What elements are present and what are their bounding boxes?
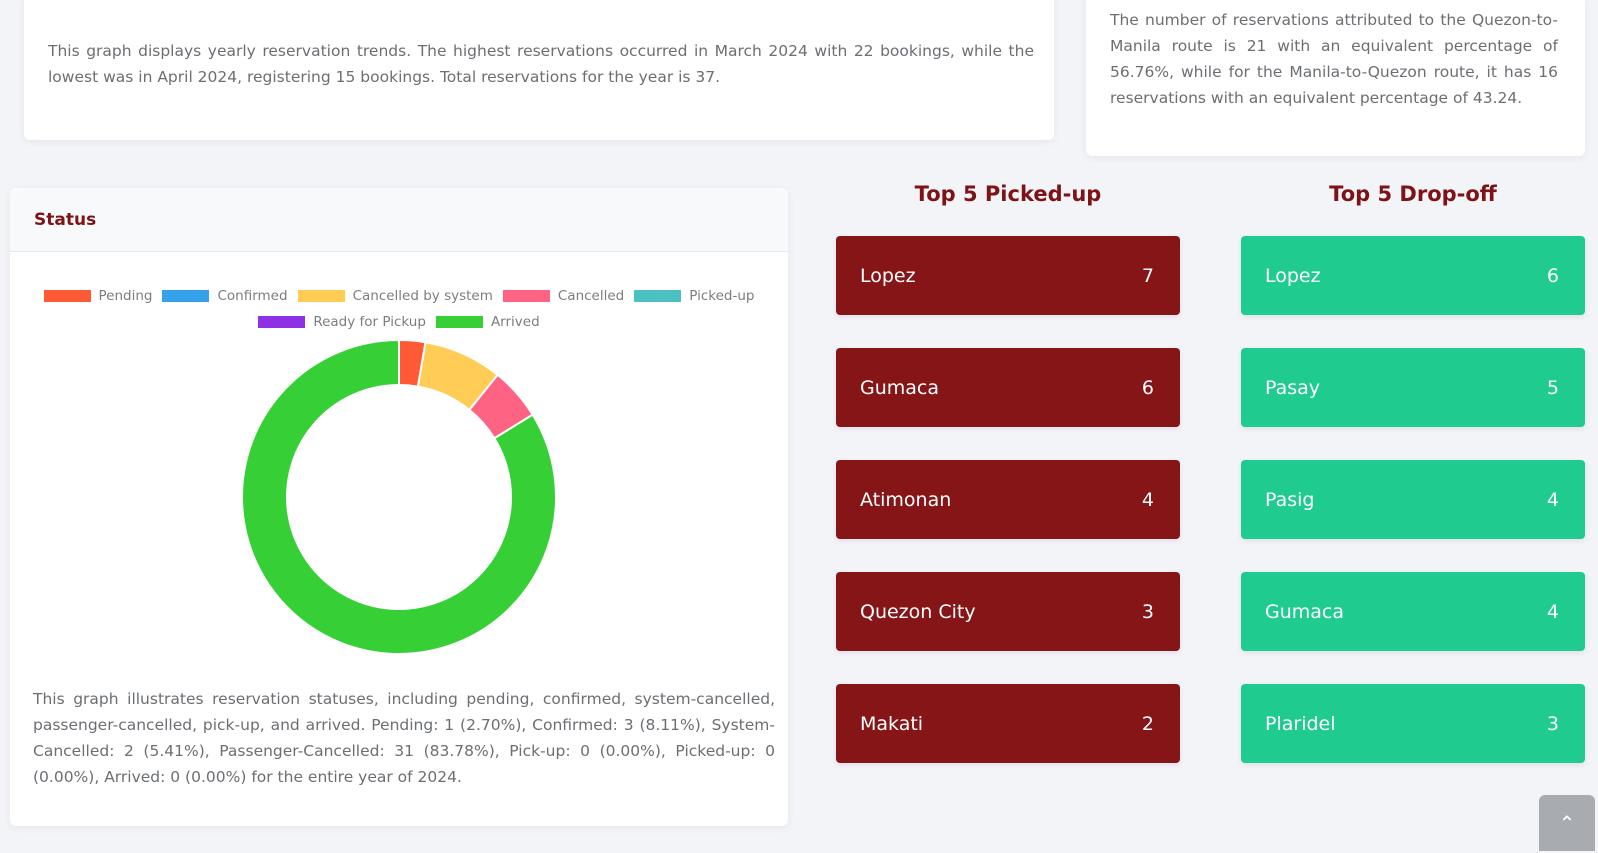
pickup-card-gumaca[interactable]: Gumaca 6 [836, 348, 1180, 427]
location-count: 4 [1546, 488, 1559, 511]
legend-swatch [43, 290, 91, 302]
route-card: The number of reservations attributed to… [1086, 0, 1585, 156]
donut-slice-arrived[interactable] [241, 338, 557, 655]
legend-item-cancelled[interactable]: Cancelled [502, 287, 625, 305]
legend-item-arrived[interactable]: Arrived [435, 313, 540, 331]
legend-item-cancelled-by-system[interactable]: Cancelled by system [297, 287, 493, 305]
location-name: Pasay [1265, 376, 1321, 399]
legend-label: Arrived [490, 314, 540, 330]
location-name: Gumaca [860, 376, 940, 399]
top-pickup-title: Top 5 Picked-up [914, 182, 1102, 206]
yearly-trend-description: This graph displays yearly reservation t… [48, 42, 1034, 86]
top-dropoff-title: Top 5 Drop-off [1329, 182, 1497, 206]
status-card: Status Pending Confirmed Cancelled by sy… [10, 188, 788, 826]
status-card-header: Status [10, 188, 788, 252]
location-name: Gumaca [1265, 600, 1345, 623]
location-name: Plaridel [1265, 712, 1336, 735]
legend-label: Cancelled [557, 288, 625, 304]
location-name: Lopez [1265, 264, 1321, 287]
status-title: Status [34, 209, 97, 230]
location-count: 4 [1546, 600, 1559, 623]
dropoff-card-lopez[interactable]: Lopez 6 [1241, 236, 1585, 315]
legend-label: Cancelled by system [352, 288, 493, 304]
legend-item-pending[interactable]: Pending [43, 287, 153, 305]
location-count: 3 [1141, 600, 1154, 623]
legend-swatch [502, 290, 550, 302]
location-count: 7 [1141, 264, 1154, 287]
legend-label: Confirmed [217, 288, 288, 304]
pickup-card-quezon-city[interactable]: Quezon City 3 [836, 572, 1180, 651]
back-to-top-button[interactable]: ⌃ [1539, 795, 1595, 851]
location-name: Makati [860, 712, 924, 735]
dropoff-card-gumaca[interactable]: Gumaca 4 [1241, 572, 1585, 651]
legend-item-ready-for-pickup[interactable]: Ready for Pickup [258, 313, 426, 331]
pickup-card-makati[interactable]: Makati 2 [836, 684, 1180, 763]
yearly-trend-card: This graph displays yearly reservation t… [24, 0, 1054, 140]
status-donut-chart[interactable] [240, 338, 558, 656]
location-name: Lopez [860, 264, 916, 287]
location-name: Quezon City [860, 600, 976, 623]
dropoff-card-pasay[interactable]: Pasay 5 [1241, 348, 1585, 427]
location-count: 4 [1141, 488, 1154, 511]
pickup-card-atimonan[interactable]: Atimonan 4 [836, 460, 1180, 539]
legend-swatch [435, 316, 483, 328]
legend-label: Pending [98, 288, 153, 304]
status-description: This graph illustrates reservation statu… [33, 690, 775, 786]
location-name: Atimonan [860, 488, 952, 511]
chart-legend: Pending Confirmed Cancelled by system Ca… [22, 287, 776, 331]
chevron-up-icon: ⌃ [1558, 811, 1576, 835]
route-description: The number of reservations attributed to… [1110, 11, 1558, 107]
location-count: 5 [1546, 376, 1559, 399]
location-count: 2 [1141, 712, 1154, 735]
legend-swatch [297, 290, 345, 302]
legend-swatch [258, 316, 306, 328]
legend-swatch [634, 290, 682, 302]
dropoff-card-pasig[interactable]: Pasig 4 [1241, 460, 1585, 539]
legend-label: Ready for Pickup [313, 314, 426, 330]
location-count: 3 [1546, 712, 1559, 735]
legend-label: Picked-up [689, 288, 755, 304]
location-count: 6 [1546, 264, 1559, 287]
dropoff-card-plaridel[interactable]: Plaridel 3 [1241, 684, 1585, 763]
location-count: 6 [1141, 376, 1154, 399]
legend-item-picked-up[interactable]: Picked-up [634, 287, 754, 305]
pickup-card-lopez[interactable]: Lopez 7 [836, 236, 1180, 315]
location-name: Pasig [1265, 488, 1315, 511]
legend-swatch [162, 290, 210, 302]
legend-item-confirmed[interactable]: Confirmed [162, 287, 288, 305]
